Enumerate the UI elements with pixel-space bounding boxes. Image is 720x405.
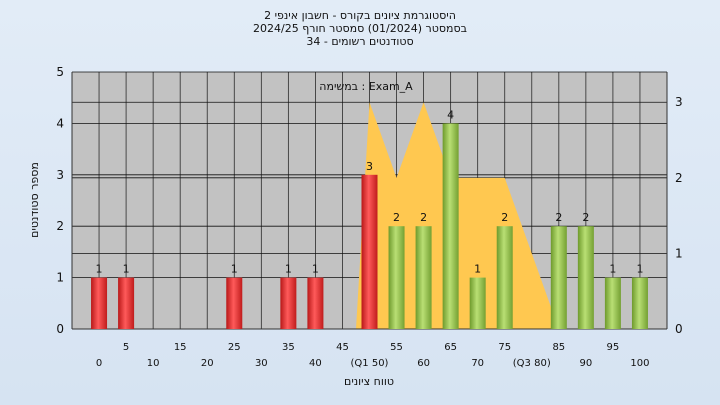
bar-value-label: 2 <box>582 211 589 224</box>
bar-value-label: 2 <box>555 211 562 224</box>
bar-value-label: 1 <box>231 263 238 276</box>
bar <box>577 226 594 329</box>
y-tick-label: 4 <box>56 116 64 130</box>
bar-value-label: 1 <box>123 263 130 276</box>
x-tick-label: 30 <box>255 358 268 369</box>
bar-value-label: 2 <box>501 211 508 224</box>
bar <box>550 226 567 329</box>
chart-annotation: במשימה : Exam_A <box>319 80 413 93</box>
bar <box>361 174 378 329</box>
x-tick-label: 35 <box>282 342 295 353</box>
x-tick-label: 45 <box>336 342 349 353</box>
bar <box>280 277 297 329</box>
x-tick-label: 55 <box>390 342 403 353</box>
bar-value-label: 1 <box>312 263 319 276</box>
x-tick-label: (Q3 80) <box>513 358 551 369</box>
x-tick-label: 0 <box>96 358 102 369</box>
y2-tick-label: 3 <box>675 95 683 109</box>
bar <box>307 277 324 329</box>
y2-tick-label: 1 <box>675 246 683 260</box>
y-tick-label: 2 <box>56 219 64 233</box>
bar <box>388 226 405 329</box>
y-axis-label: מספר סטודנטים <box>28 162 41 238</box>
bar-value-label: 1 <box>96 263 103 276</box>
y-tick-label: 5 <box>56 65 64 79</box>
y-tick-label: 1 <box>56 271 64 285</box>
x-axis-label: טווח ציונים <box>344 375 394 388</box>
bar <box>469 277 486 329</box>
bar <box>442 123 459 330</box>
x-tick-label: 65 <box>444 342 457 353</box>
x-tick-label: 25 <box>228 342 241 353</box>
x-tick-label: (Q1 50) <box>351 358 389 369</box>
bar <box>415 226 432 329</box>
y2-tick-label: 2 <box>675 171 683 185</box>
bar <box>91 277 108 329</box>
bar-value-label: 1 <box>285 263 292 276</box>
bar <box>118 277 135 329</box>
y-tick-label: 3 <box>56 168 64 182</box>
x-tick-label: 100 <box>630 358 649 369</box>
x-tick-label: 95 <box>607 342 620 353</box>
bar-value-label: 1 <box>474 263 481 276</box>
chart-title-line-1: היסטוגרמת ציונים בקורס - חשבון אינפי 2 <box>264 9 456 22</box>
bar <box>226 277 243 329</box>
x-tick-label: 70 <box>471 358 484 369</box>
x-tick-label: 40 <box>309 358 322 369</box>
x-tick-label: 75 <box>498 342 511 353</box>
bar <box>604 277 621 329</box>
y2-tick-label: 0 <box>675 322 683 336</box>
x-tick-label: 90 <box>579 358 592 369</box>
bar-value-label: 4 <box>447 108 454 121</box>
x-tick-label: 20 <box>201 358 214 369</box>
bar-value-label: 1 <box>609 263 616 276</box>
bar-value-label: 3 <box>366 160 373 173</box>
bar <box>496 226 513 329</box>
chart-title-line-2: בסמסטר (01/2024) סמסטר חורף 2024/25 <box>253 22 467 35</box>
bar <box>631 277 648 329</box>
y-tick-label: 0 <box>56 322 64 336</box>
bar-value-label: 2 <box>393 211 400 224</box>
x-tick-label: 85 <box>552 342 565 353</box>
bar-value-label: 1 <box>636 263 643 276</box>
bar-value-label: 2 <box>420 211 427 224</box>
x-tick-label: 5 <box>123 342 129 353</box>
x-tick-label: 60 <box>417 358 430 369</box>
x-tick-label: 10 <box>147 358 160 369</box>
x-tick-label: 15 <box>174 342 187 353</box>
chart-title-line-3: סטודנטים רשומים - 34 <box>306 35 414 48</box>
